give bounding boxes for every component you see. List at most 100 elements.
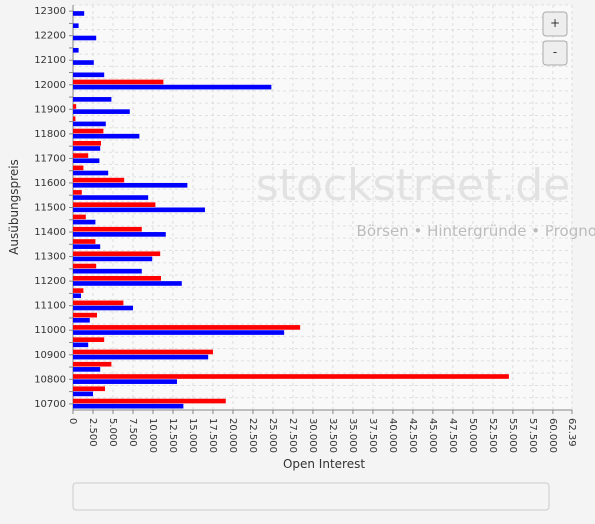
bar xyxy=(73,182,188,188)
x-tick-label: 17.500 xyxy=(207,418,218,453)
x-tick-label: 15.000 xyxy=(187,418,198,453)
watermark-tagline: Börsen • Hintergründe • Prognosen xyxy=(357,222,595,240)
bar xyxy=(73,374,509,379)
bar xyxy=(73,153,89,158)
bar xyxy=(73,379,177,384)
bar xyxy=(73,128,104,134)
bar xyxy=(73,141,101,146)
bar xyxy=(73,84,272,90)
bar xyxy=(73,330,285,335)
x-tick-label: 57.500 xyxy=(527,418,538,453)
zoom-in-button[interactable]: + xyxy=(542,11,568,37)
x-tick-label: 35.000 xyxy=(347,418,358,453)
bar xyxy=(73,325,301,330)
bar xyxy=(73,342,89,348)
bar xyxy=(73,367,101,372)
y-tick-label: 12200 xyxy=(34,31,66,42)
x-tick-label: 2.500 xyxy=(87,418,98,447)
bar xyxy=(73,398,226,404)
x-tick-label: 40.000 xyxy=(387,418,398,453)
bar xyxy=(73,386,105,392)
bar xyxy=(73,214,86,220)
legend xyxy=(72,482,550,511)
bar xyxy=(73,11,85,16)
y-tick-label: 11800 xyxy=(34,129,66,140)
bar xyxy=(73,391,93,397)
bar xyxy=(73,79,164,85)
zoom-out-button[interactable]: - xyxy=(542,40,568,66)
bar xyxy=(73,312,97,318)
x-axis-label: Open Interest xyxy=(283,457,365,471)
y-tick-label: 11000 xyxy=(34,325,66,336)
x-tick-label: 37.500 xyxy=(367,418,378,453)
x-tick-label: 30.000 xyxy=(307,418,318,453)
bar xyxy=(73,60,94,65)
bar xyxy=(73,170,109,176)
x-tick-label: 42.500 xyxy=(407,418,418,453)
x-tick-label: 52.500 xyxy=(487,418,498,453)
bar xyxy=(73,263,97,269)
x-tick-label: 22.500 xyxy=(247,418,258,453)
bar xyxy=(73,232,166,237)
bar xyxy=(73,251,161,257)
bar xyxy=(73,207,205,213)
y-tick-label: 11300 xyxy=(34,252,66,263)
y-tick-label: 11700 xyxy=(34,153,66,164)
bar xyxy=(73,349,213,355)
bar xyxy=(73,300,124,306)
bar xyxy=(73,268,142,274)
y-tick-label: 10900 xyxy=(34,350,66,361)
bar xyxy=(73,276,161,281)
x-tick-label: 7.500 xyxy=(127,418,138,447)
x-tick-label: 55.000 xyxy=(507,418,518,453)
y-tick-label: 11200 xyxy=(34,276,66,287)
y-tick-label: 12100 xyxy=(34,55,66,66)
x-tick-label: 47.500 xyxy=(447,418,458,453)
x-tick-label: 32.500 xyxy=(327,418,338,453)
x-tick-label: 25.000 xyxy=(267,418,278,453)
bar xyxy=(73,244,101,249)
x-tick-label: 62.39 xyxy=(566,418,577,447)
x-tick-label: 50.000 xyxy=(467,418,478,453)
y-tick-label: 10800 xyxy=(34,374,66,385)
bar xyxy=(73,35,97,41)
button-label[interactable]: + xyxy=(550,16,560,30)
x-tick-label: 27.500 xyxy=(287,418,298,453)
y-tick-label: 11600 xyxy=(34,178,66,189)
bar xyxy=(73,256,153,262)
y-tick-label: 12000 xyxy=(34,80,66,91)
x-tick-label: 45.000 xyxy=(427,418,438,453)
bar xyxy=(73,104,77,109)
x-tick-label: 60.000 xyxy=(547,418,558,453)
bar xyxy=(73,158,100,164)
bar xyxy=(73,337,105,342)
bar xyxy=(73,361,112,367)
bar xyxy=(73,219,96,225)
button-box[interactable] xyxy=(542,11,568,37)
bar xyxy=(73,133,140,139)
y-tick-label: 11500 xyxy=(34,203,66,214)
x-tick-label: 12.500 xyxy=(167,418,178,453)
bar xyxy=(73,165,84,171)
bar xyxy=(73,97,112,102)
y-tick-label: 10700 xyxy=(34,399,66,410)
y-tick-label: 11100 xyxy=(34,301,66,312)
button-box[interactable] xyxy=(542,40,568,66)
bar xyxy=(73,190,82,195)
y-tick-label: 11900 xyxy=(34,104,66,115)
x-tick-label: 0 xyxy=(67,418,78,424)
button-label[interactable]: - xyxy=(553,45,557,59)
y-tick-label: 12300 xyxy=(34,6,66,17)
bar xyxy=(73,195,149,200)
bar xyxy=(73,354,209,360)
x-tick-label: 10.000 xyxy=(147,418,158,453)
bar xyxy=(73,109,130,114)
y-tick-label: 11400 xyxy=(34,227,66,238)
bar xyxy=(73,47,79,53)
x-tick-label: 20.000 xyxy=(227,418,238,453)
bar xyxy=(73,317,90,323)
bar xyxy=(73,177,125,183)
bar xyxy=(73,288,84,293)
bar xyxy=(73,226,142,232)
